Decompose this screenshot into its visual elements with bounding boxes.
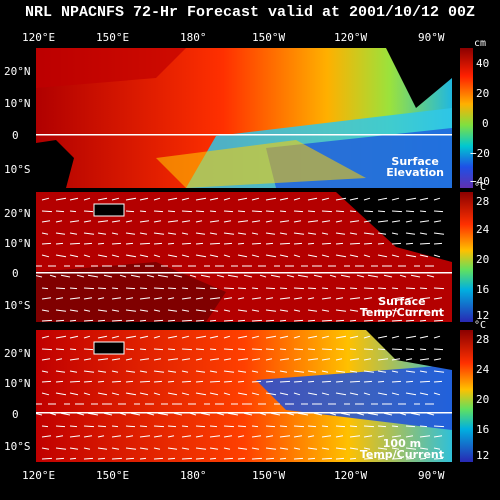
colorbar-tick: 40 [476,57,490,70]
surface-elevation-map [36,48,452,188]
surface-temp-colorbar [460,192,473,322]
surface-elevation-label: Surface Elevation [386,155,444,179]
colorbar-tick: 16 [476,283,490,296]
lon-tick: 150°E [96,469,130,482]
lat-tick: 20°N [4,65,31,78]
lon-tick: 180° [180,469,207,482]
lat-tick: 20°N [4,207,31,220]
lon-tick: 150°E [96,31,130,44]
colorbar-tick: 0 [482,117,489,130]
100m-temp-label: 100 m Temp/Current [359,437,444,461]
colorbar-tick: 20 [476,87,490,100]
100m-temp-colorbar [460,330,473,462]
lat-tick: 10°S [4,299,31,312]
surface-elevation-panel: Surface Elevation [36,48,452,188]
lat-tick: 0 [12,129,19,142]
surface-temp-panel: Surface Temp/Current [36,192,452,322]
colorbar-tick: 12 [476,449,490,462]
lon-tick: 150°W [252,31,286,44]
equator-line [36,272,452,274]
elevation-unit: cm [474,38,487,49]
colorbar-tick: 16 [476,423,490,436]
100m-temp-unit: °C [474,320,487,331]
lon-tick: 120°E [22,31,56,44]
lat-tick: 10°N [4,97,31,110]
100m-temp-panel: 100 m Temp/Current [36,330,452,462]
equator-line [36,412,452,414]
lon-tick: 180° [180,31,207,44]
colorbar-tick: 24 [476,363,490,376]
colorbar-tick: 12 [476,309,490,322]
colorbar-tick: 28 [476,195,490,208]
equator-line [36,134,452,136]
surface-temp-unit: °C [474,182,487,193]
lon-tick: 120°W [334,469,368,482]
colorbar-tick: 28 [476,333,490,346]
lon-tick: 90°W [418,31,445,44]
lon-tick: 120°W [334,31,368,44]
lon-tick: 90°W [418,469,445,482]
colorbar-tick: 24 [476,223,490,236]
lon-tick: 150°W [252,469,286,482]
lat-tick: 10°N [4,377,31,390]
lon-tick: 120°E [22,469,56,482]
colorbar-tick: 20 [476,393,490,406]
map-title: NRL NPACNFS 72-Hr Forecast valid at 2001… [24,4,476,21]
lat-tick: 0 [12,408,19,421]
surface-temp-map [36,192,452,322]
colorbar-tick: −40 [470,175,490,188]
lat-tick: 10°S [4,440,31,453]
100m-temp-map [36,330,452,462]
colorbar-tick: 20 [476,253,490,266]
lat-tick: 0 [12,267,19,280]
colorbar-tick: −20 [470,147,490,160]
elevation-colorbar [460,48,473,188]
lat-tick: 10°N [4,237,31,250]
lat-tick: 10°S [4,163,31,176]
lat-tick: 20°N [4,347,31,360]
surface-temp-label: Surface Temp/Current [359,295,444,319]
